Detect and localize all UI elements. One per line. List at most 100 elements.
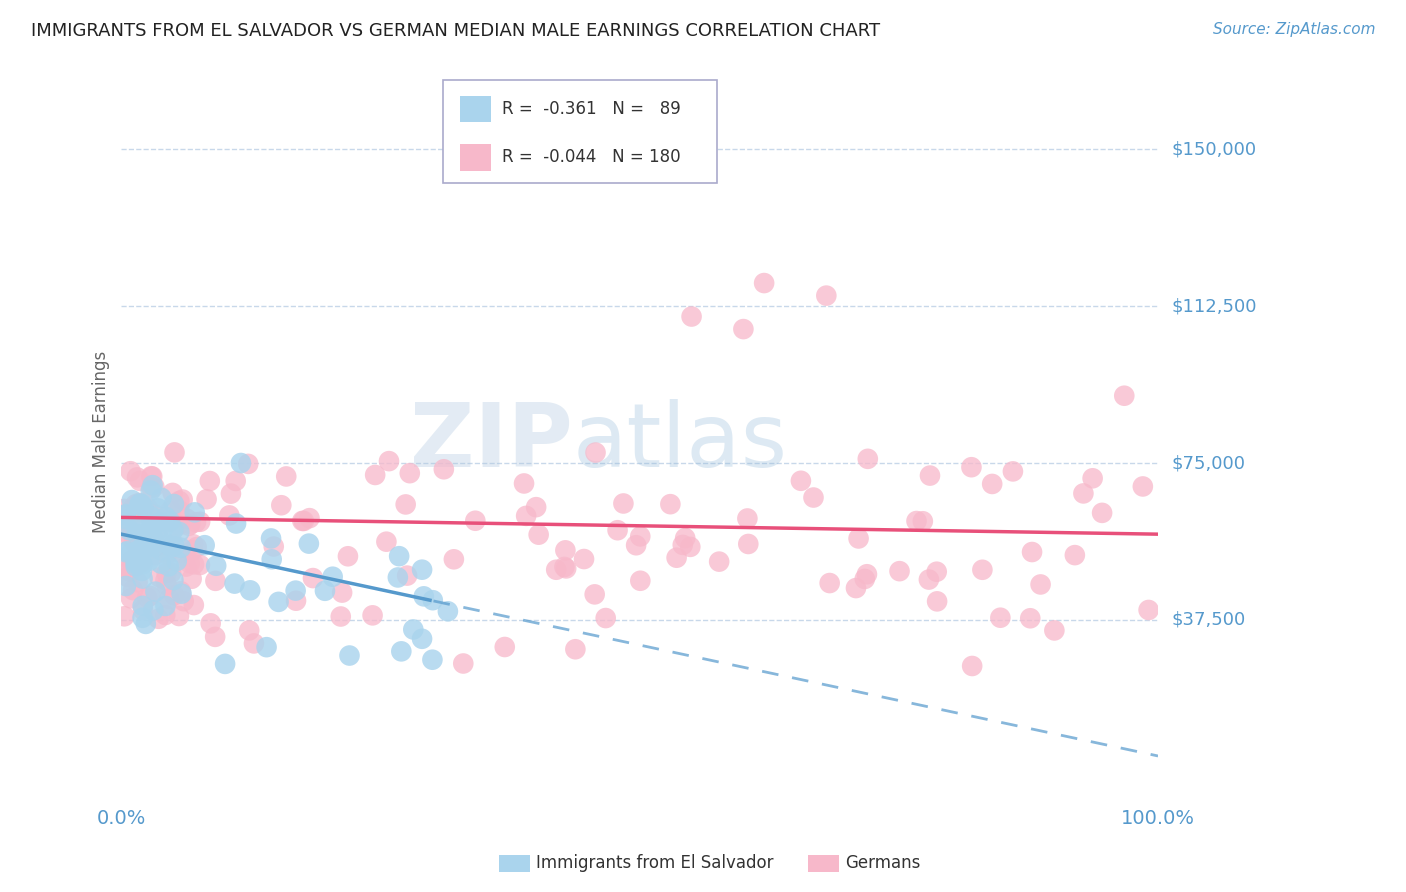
Point [815, 288, 838, 302]
Point [131, 497, 153, 511]
Point [181, 543, 204, 558]
Point [225, 516, 247, 531]
Point [170, 541, 193, 555]
Point [1063, 548, 1085, 562]
Point [179, 517, 201, 532]
Point [388, 549, 411, 564]
Point [115, 512, 138, 526]
Point [292, 514, 315, 528]
Point [120, 554, 142, 568]
Point [218, 508, 240, 523]
Point [790, 474, 813, 488]
Point [135, 518, 157, 533]
Point [412, 590, 434, 604]
Text: $112,500: $112,500 [1173, 297, 1257, 315]
Text: $75,000: $75,000 [1173, 454, 1246, 472]
Point [157, 515, 180, 529]
Text: Source: ZipAtlas.com: Source: ZipAtlas.com [1212, 22, 1375, 37]
Text: R =  -0.044   N = 180: R = -0.044 N = 180 [502, 148, 681, 166]
Point [402, 623, 425, 637]
Point [302, 571, 325, 585]
Point [387, 570, 409, 584]
Point [546, 563, 568, 577]
Point [149, 557, 172, 571]
Point [239, 583, 262, 598]
Point [122, 535, 145, 549]
Point [132, 603, 155, 617]
Point [115, 507, 138, 521]
Point [166, 554, 188, 568]
Text: ZIP: ZIP [409, 399, 572, 485]
Point [160, 566, 183, 580]
Point [136, 591, 159, 605]
Point [136, 500, 159, 515]
Point [135, 526, 157, 541]
Point [150, 491, 173, 505]
Point [238, 457, 260, 471]
Point [162, 486, 184, 500]
Point [111, 514, 134, 528]
Point [515, 508, 537, 523]
Point [118, 564, 141, 578]
Point [453, 657, 475, 671]
Point [364, 467, 387, 482]
Point [183, 598, 205, 612]
Point [129, 556, 152, 570]
Point [298, 536, 321, 550]
Point [141, 509, 163, 524]
Point [375, 534, 398, 549]
Point [155, 607, 177, 622]
Point [524, 500, 547, 515]
Point [853, 572, 876, 586]
Text: atlas: atlas [572, 399, 787, 485]
Point [118, 529, 141, 543]
Point [628, 529, 651, 543]
Point [1021, 545, 1043, 559]
Point [624, 538, 647, 552]
Point [329, 609, 352, 624]
Text: IMMIGRANTS FROM EL SALVADOR VS GERMAN MEDIAN MALE EARNINGS CORRELATION CHART: IMMIGRANTS FROM EL SALVADOR VS GERMAN ME… [31, 22, 880, 40]
Point [411, 632, 433, 646]
Point [122, 583, 145, 598]
Point [120, 546, 142, 560]
Point [128, 498, 150, 512]
Point [169, 503, 191, 517]
Point [131, 611, 153, 625]
Point [960, 460, 983, 475]
Point [148, 522, 170, 536]
Point [214, 657, 236, 671]
Point [124, 559, 146, 574]
Point [737, 511, 759, 525]
Point [167, 609, 190, 624]
Point [219, 486, 242, 500]
Point [156, 547, 179, 561]
Point [150, 524, 173, 538]
Point [181, 537, 204, 551]
Point [177, 518, 200, 533]
Point [142, 478, 165, 492]
Point [131, 551, 153, 566]
Point [395, 498, 418, 512]
Point [115, 545, 138, 559]
Point [752, 276, 775, 290]
Point [125, 552, 148, 566]
Point [121, 493, 143, 508]
Point [267, 595, 290, 609]
Point [142, 530, 165, 544]
Point [163, 539, 186, 553]
Point [361, 608, 384, 623]
Point [131, 599, 153, 613]
Point [118, 523, 141, 537]
Point [229, 456, 252, 470]
Point [270, 498, 292, 512]
Point [142, 533, 165, 548]
Point [125, 527, 148, 541]
Point [911, 514, 934, 528]
Point [243, 636, 266, 650]
Point [135, 545, 157, 559]
Point [707, 555, 730, 569]
Point [117, 570, 139, 584]
Point [238, 624, 260, 638]
Point [1019, 611, 1042, 625]
Point [118, 529, 141, 543]
